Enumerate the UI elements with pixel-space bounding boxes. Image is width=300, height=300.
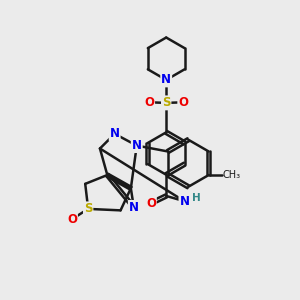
Text: O: O: [67, 213, 77, 226]
Text: O: O: [144, 96, 154, 109]
Text: S: S: [162, 96, 170, 110]
Text: O: O: [146, 197, 156, 210]
Text: N: N: [179, 195, 190, 208]
Text: N: N: [110, 127, 120, 140]
Text: N: N: [161, 74, 171, 86]
Text: N: N: [129, 201, 139, 214]
Text: N: N: [132, 139, 142, 152]
Text: CH₃: CH₃: [223, 170, 241, 180]
Text: S: S: [84, 202, 92, 215]
Text: O: O: [178, 96, 188, 109]
Text: H: H: [192, 193, 201, 203]
